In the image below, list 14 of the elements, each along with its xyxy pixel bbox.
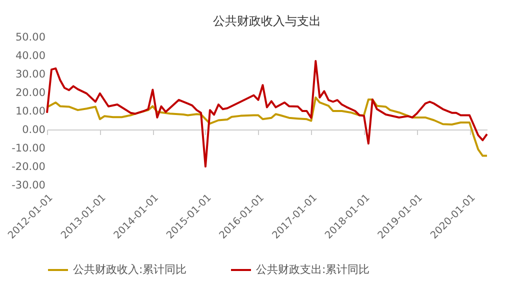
y-tick-label: 30.00: [15, 68, 46, 80]
chart-title: 公共财政收入与支出: [213, 14, 321, 28]
line-series: [46, 96, 488, 157]
y-tick-label: 20.00: [15, 87, 46, 99]
y-tick-label: 0.00: [22, 124, 46, 136]
y-tick-label: 50.00: [15, 32, 46, 44]
legend-label: 公共财政收入:累计同比: [73, 263, 187, 276]
y-tick-label: 40.00: [15, 50, 46, 62]
y-tick-label: 10.00: [15, 106, 46, 118]
line-series: [46, 60, 488, 168]
y-tick-label: -10.00: [12, 142, 46, 154]
y-tick-label: -20.00: [12, 161, 46, 173]
y-tick-label: -30.00: [12, 180, 46, 192]
legend-label: 公共财政支出:累计同比: [256, 263, 370, 276]
